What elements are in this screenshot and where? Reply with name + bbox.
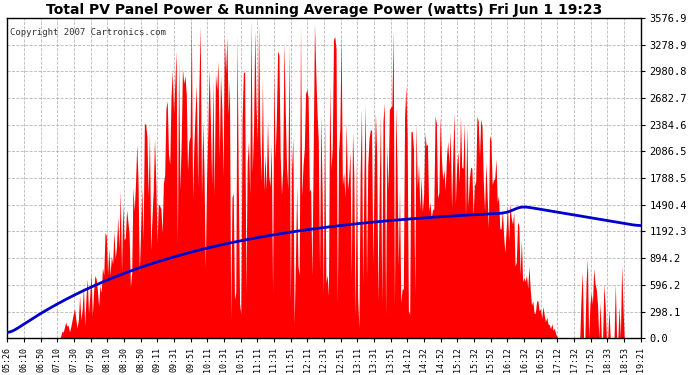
Title: Total PV Panel Power & Running Average Power (watts) Fri Jun 1 19:23: Total PV Panel Power & Running Average P… [46,3,602,17]
Text: Copyright 2007 Cartronics.com: Copyright 2007 Cartronics.com [10,27,166,36]
